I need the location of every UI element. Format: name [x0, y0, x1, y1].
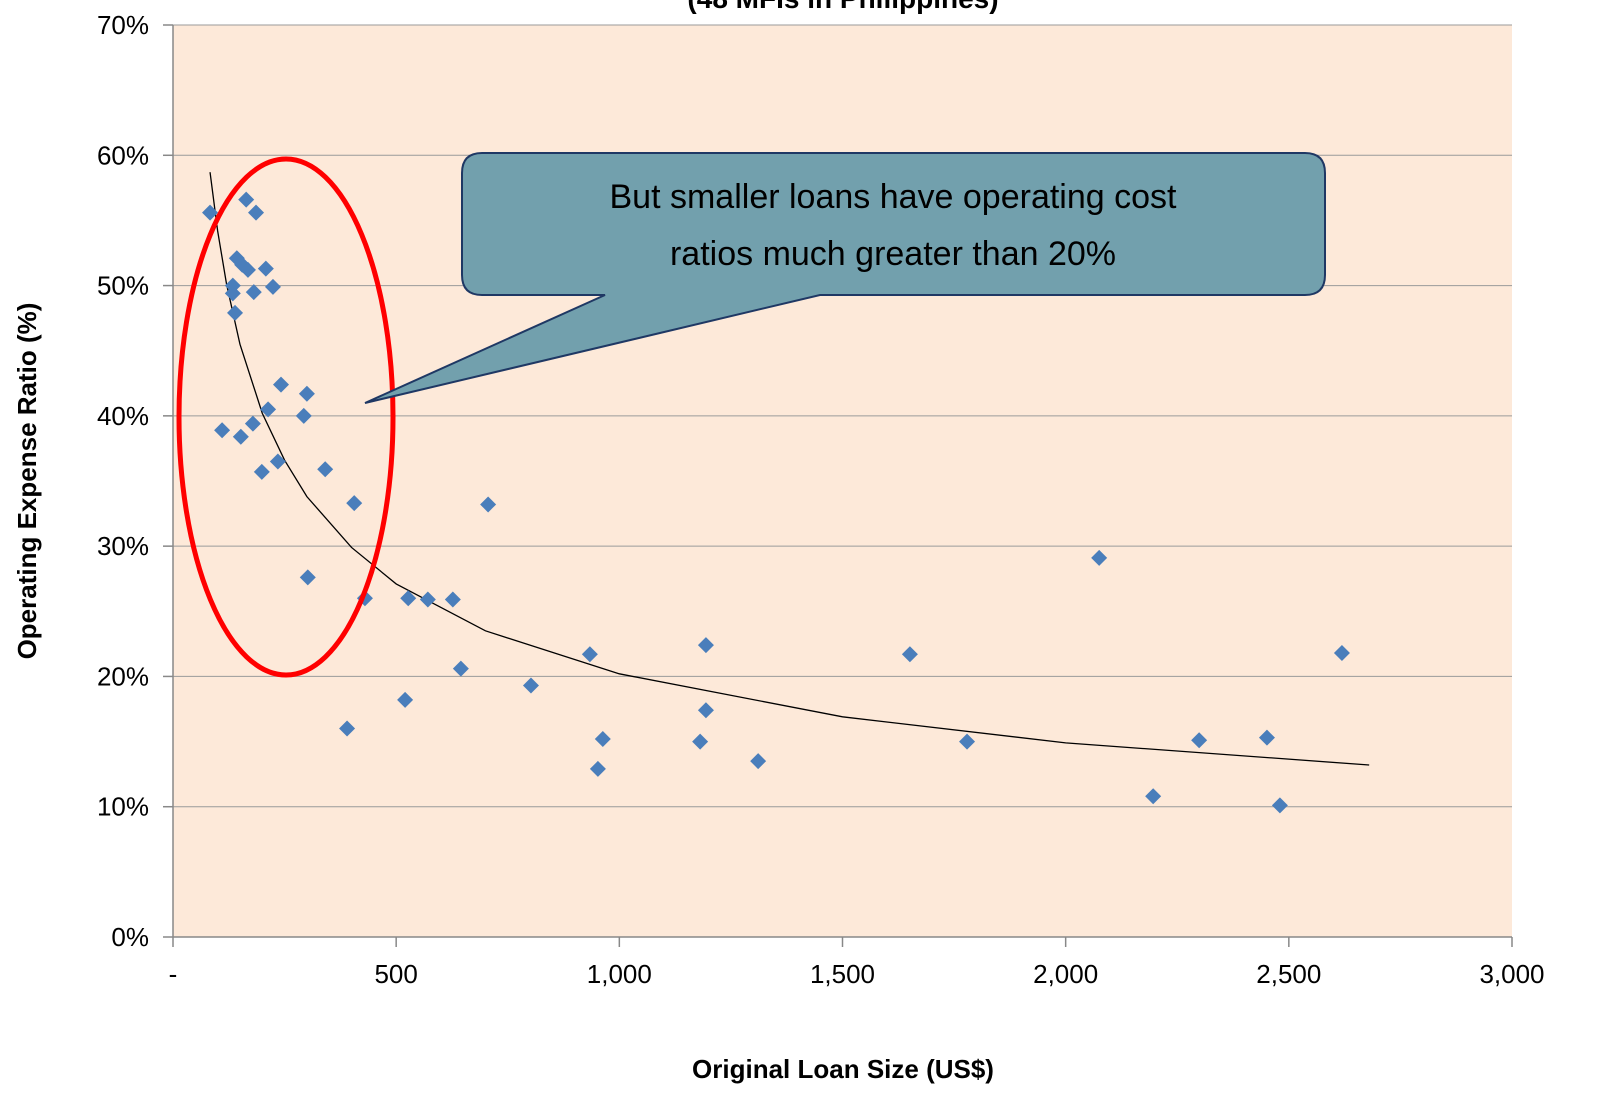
point [522, 677, 539, 694]
callout-text: But smaller loans have operating cost [610, 178, 1178, 216]
point [697, 702, 714, 719]
y-tick-label: 70% [97, 10, 149, 40]
point [697, 637, 714, 654]
point [238, 191, 255, 208]
y-tick-label: 10% [97, 792, 149, 822]
x-tick-label: 2,000 [1033, 959, 1098, 989]
x-tick-label: 3,000 [1479, 959, 1544, 989]
point [1271, 797, 1288, 814]
y-tick-label: 30% [97, 531, 149, 561]
point [419, 591, 436, 608]
point [248, 204, 265, 221]
point [959, 733, 976, 750]
callout [364, 152, 1326, 404]
point [298, 385, 315, 402]
points [202, 191, 1350, 814]
point [581, 646, 598, 663]
x-tick-label: 2,500 [1256, 959, 1321, 989]
point [452, 660, 469, 677]
point [400, 590, 417, 607]
point [295, 407, 312, 424]
point [1145, 788, 1162, 805]
point [224, 285, 241, 302]
point [594, 730, 611, 747]
x-tick-label: - [169, 959, 178, 989]
point [214, 422, 231, 439]
point [397, 691, 414, 708]
point [257, 260, 274, 277]
y-tick-label: 50% [97, 271, 149, 301]
point [232, 428, 249, 445]
point [273, 376, 290, 393]
point [1091, 549, 1108, 566]
point [346, 495, 363, 512]
point [269, 453, 286, 470]
point [339, 720, 356, 737]
point [750, 753, 767, 770]
y-tick-label: 20% [97, 661, 149, 691]
y-tick-label: 0% [111, 922, 149, 952]
x-axis-label: Original Loan Size (US$) [692, 1054, 994, 1084]
point [317, 461, 334, 478]
point [244, 415, 261, 432]
point [260, 401, 277, 418]
point [692, 733, 709, 750]
x-tick-label: 500 [374, 959, 417, 989]
point [202, 204, 219, 221]
point [480, 496, 497, 513]
point [1258, 729, 1275, 746]
x-tick-label: 1,500 [810, 959, 875, 989]
point [253, 463, 270, 480]
highlight-ellipse [176, 156, 396, 678]
point [299, 569, 316, 586]
y-tick-label: 60% [97, 140, 149, 170]
point [901, 646, 918, 663]
point [227, 304, 244, 321]
point [589, 760, 606, 777]
chart-subtitle: (48 MFIs in Philippines) [687, 0, 998, 14]
point [239, 261, 256, 278]
point [1191, 732, 1208, 749]
point [245, 284, 262, 301]
x-tick-label: 1,000 [587, 959, 652, 989]
y-axis-label: Operating Expense Ratio (%) [12, 303, 42, 660]
point [1333, 644, 1350, 661]
callout-text: ratios much greater than 20% [670, 235, 1116, 273]
y-tick-label: 40% [97, 401, 149, 431]
point [264, 278, 281, 295]
point [444, 591, 461, 608]
